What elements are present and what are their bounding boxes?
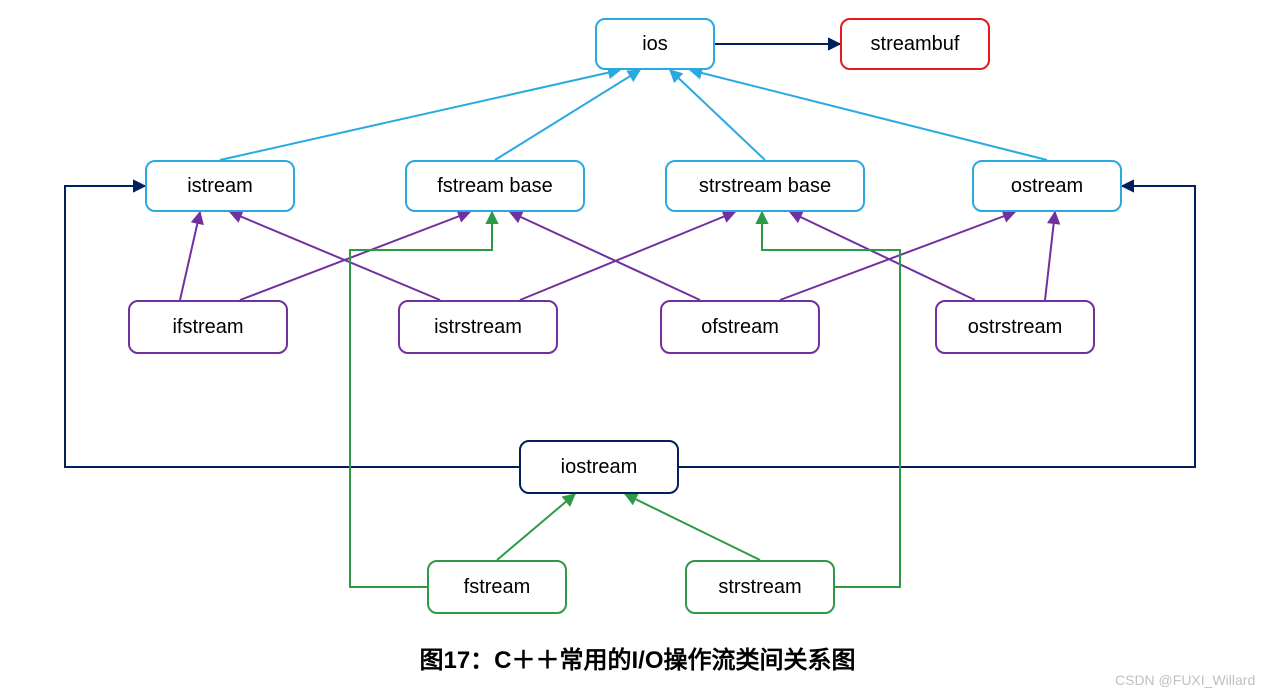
node-label-istrstream: istrstream (434, 316, 522, 339)
node-label-ostream: ostream (1011, 175, 1083, 198)
edge-strstream-to-iostream (625, 494, 760, 560)
node-label-iostream: iostream (561, 456, 638, 479)
edge-istrstream-to-istream (230, 212, 440, 300)
node-streambuf: streambuf (840, 18, 990, 70)
node-istream: istream (145, 160, 295, 212)
node-ostrstream: ostrstream (935, 300, 1095, 354)
node-label-strstream: strstream (718, 576, 801, 599)
node-fstream_base: fstream base (405, 160, 585, 212)
edge-ostream-to-ios (690, 70, 1047, 160)
node-ofstream: ofstream (660, 300, 820, 354)
edge-ifstream-to-fstream_base (240, 212, 470, 300)
node-iostream: iostream (519, 440, 679, 494)
edge-strstream-to-strstream_base (762, 212, 900, 587)
node-label-fstream: fstream (464, 576, 531, 599)
edge-ostrstream-to-strstream_base (790, 212, 975, 300)
node-strstream: strstream (685, 560, 835, 614)
edge-istream-to-ios (220, 70, 620, 160)
node-strstream_base: strstream base (665, 160, 865, 212)
edge-fstream-to-fstream_base (350, 212, 492, 587)
node-label-ofstream: ofstream (701, 316, 779, 339)
edge-fstream_base-to-ios (495, 70, 640, 160)
node-label-streambuf: streambuf (871, 33, 960, 56)
figure-caption: 图17：C＋＋常用的I/O操作流类间关系图 (0, 640, 1275, 675)
node-fstream: fstream (427, 560, 567, 614)
node-istrstream: istrstream (398, 300, 558, 354)
node-label-ios: ios (642, 33, 668, 56)
node-ostream: ostream (972, 160, 1122, 212)
node-label-strstream_base: strstream base (699, 175, 831, 198)
node-label-ostrstream: ostrstream (968, 316, 1062, 339)
edge-fstream-to-iostream (497, 494, 575, 560)
node-label-istream: istream (187, 175, 253, 198)
edge-ifstream-to-istream (180, 212, 200, 300)
node-ifstream: ifstream (128, 300, 288, 354)
node-ios: ios (595, 18, 715, 70)
edge-ofstream-to-fstream_base (510, 212, 700, 300)
node-label-fstream_base: fstream base (437, 175, 553, 198)
edge-ostrstream-to-ostream (1045, 212, 1055, 300)
edge-strstream_base-to-ios (670, 70, 765, 160)
edge-istrstream-to-strstream_base (520, 212, 735, 300)
watermark-text: CSDN @FUXI_Willard (1115, 672, 1255, 688)
edge-ofstream-to-ostream (780, 212, 1015, 300)
node-label-ifstream: ifstream (172, 316, 243, 339)
